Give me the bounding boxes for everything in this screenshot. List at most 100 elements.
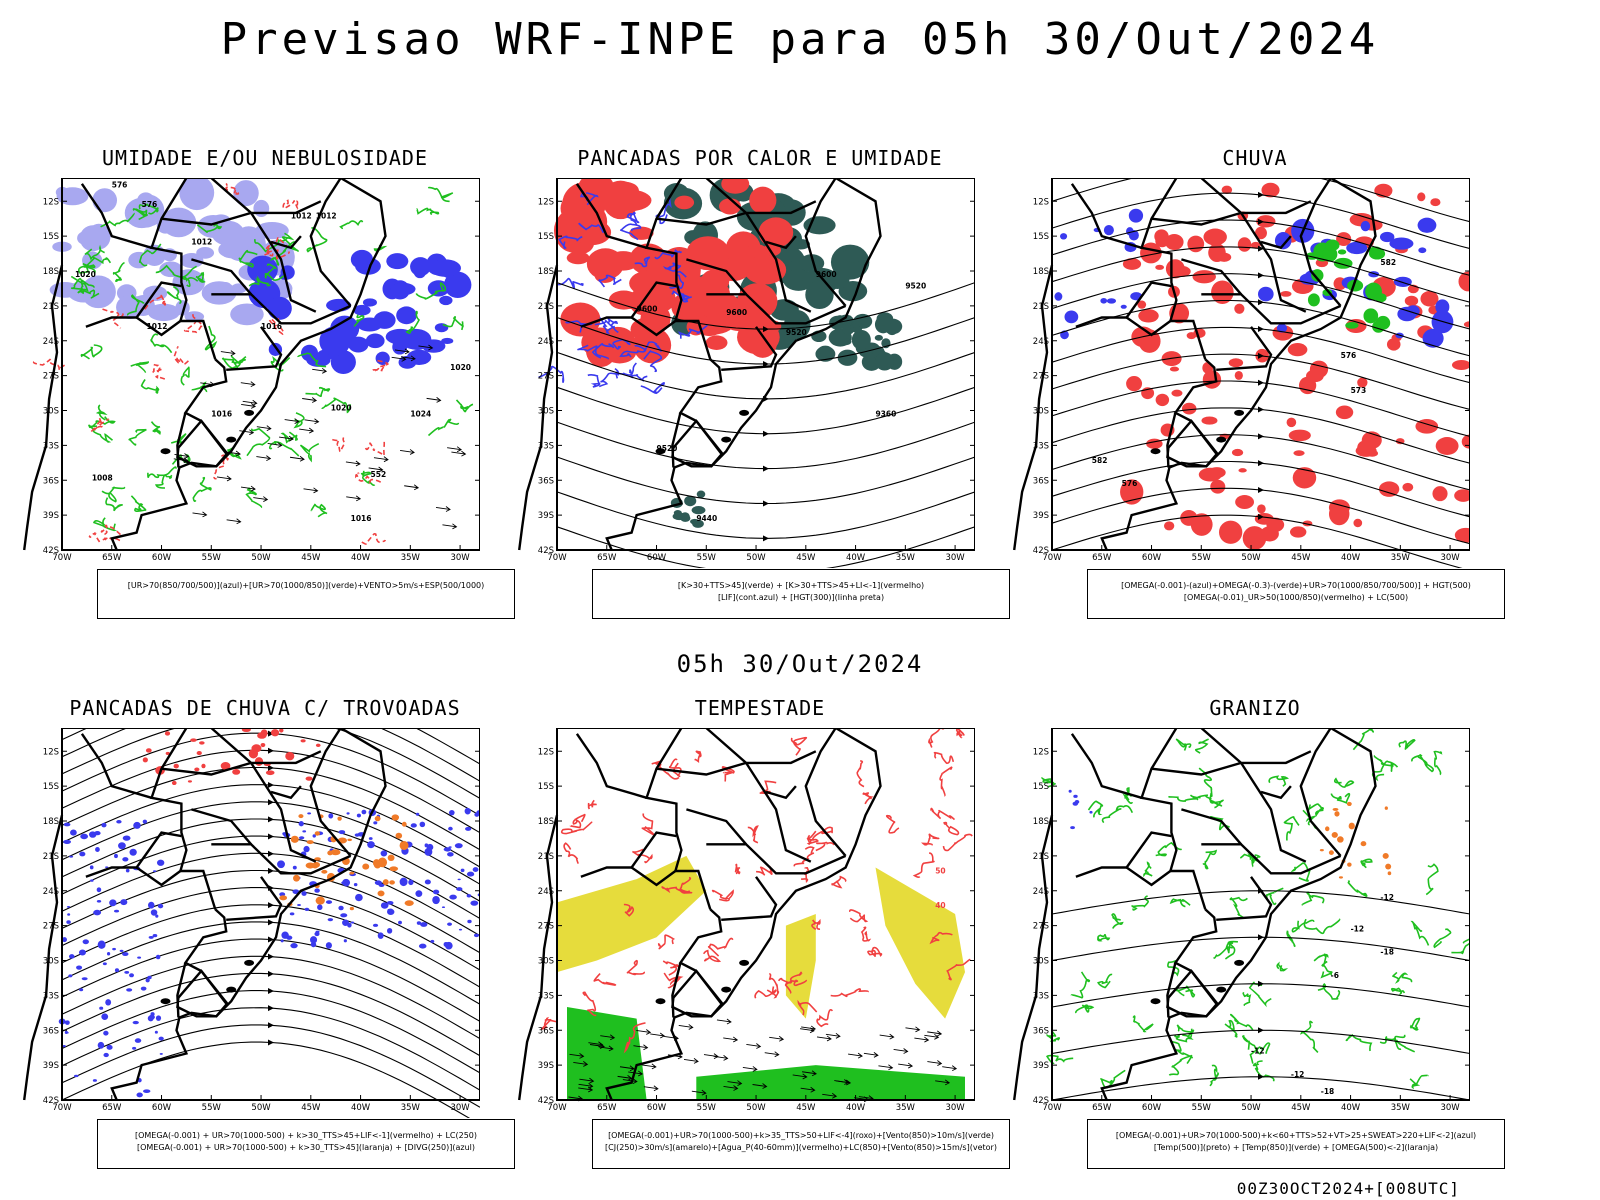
humidity-high-area: [161, 207, 197, 238]
lat-tick-label: 15S: [538, 782, 554, 792]
wind-vector: [619, 1065, 635, 1072]
convective-red-area: [588, 186, 613, 210]
thunderstorm-orange-spot: [321, 869, 328, 874]
rain-red-area: [1169, 366, 1180, 372]
temp850-contour: [1155, 841, 1182, 857]
divergence-blue-spot: [346, 922, 350, 924]
country-border: [580, 866, 632, 878]
hgt300-contour: [556, 456, 975, 505]
country-border: [183, 908, 228, 1005]
precipitable-water-contour: [663, 972, 684, 989]
temp850-contour: [1283, 816, 1300, 841]
wind-vector: [256, 425, 272, 432]
plot-frame: [556, 728, 975, 1101]
lon-tick-label: 45W: [1291, 553, 1311, 563]
divergence-blue-spot: [302, 830, 307, 833]
divergence-blue-spot: [341, 881, 346, 885]
thunderstorm-orange-spot: [279, 895, 288, 901]
lon-tick-label: 35W: [1391, 1103, 1411, 1113]
divergence-blue-spot: [443, 941, 449, 947]
west-coastline: [1013, 814, 1054, 1101]
omega500-orange-spot: [1387, 871, 1392, 876]
low-humidity-contour: [130, 361, 150, 373]
country-border: [706, 843, 847, 875]
precipitable-water-contour: [942, 833, 973, 852]
temp850-contour: [1046, 1031, 1061, 1042]
lat-tick-label: 15S: [1033, 232, 1049, 242]
wind-vector: [802, 1070, 817, 1077]
coastline-layer: [23, 728, 387, 1101]
lat-tick-label: 24S: [43, 337, 59, 347]
rain-red-area: [1154, 229, 1169, 244]
rain-red-area: [1201, 416, 1218, 425]
precipitable-water-contour: [711, 889, 734, 902]
thunderstorm-red-spot: [190, 738, 197, 742]
east-coastline: [110, 178, 387, 551]
precipitable-water-contour: [815, 841, 835, 852]
lon-tick-label: 70W: [1042, 553, 1062, 563]
divergence-blue-spot: [290, 943, 298, 949]
rain-red-area: [1186, 332, 1197, 340]
country-border: [745, 762, 812, 863]
temp850-contour: [1070, 971, 1091, 999]
rain-green-area: [1337, 249, 1347, 255]
rain-red-area: [1451, 360, 1470, 370]
low-humidity-contour: [101, 486, 126, 503]
humidity-mid-area: [444, 271, 472, 299]
lat-tick-label: 24S: [1033, 887, 1049, 897]
lat-tick-label: 18S: [1033, 267, 1049, 277]
wind-vector: [641, 1063, 657, 1070]
wind-vector: [418, 344, 434, 351]
wind-vector: [848, 1052, 863, 1059]
humidity-mid-area: [441, 337, 454, 345]
country-border: [191, 808, 253, 846]
humidity-mid-area: [386, 253, 409, 270]
temp850-contour: [1347, 880, 1368, 898]
country-border: [630, 316, 677, 337]
divergence-blue-spot: [312, 834, 316, 838]
temp850-contour: [1229, 1013, 1254, 1031]
divergence-blue-spot: [342, 878, 351, 887]
lat-tick-label: 24S: [538, 337, 554, 347]
rain-blue-area: [1417, 217, 1437, 233]
lake-mark: [655, 998, 666, 1005]
precipitable-water-contour: [582, 991, 597, 1017]
precipitable-water-contour: [912, 852, 935, 878]
lat-tick-label: 30S: [43, 957, 59, 967]
rain-red-area: [1328, 502, 1350, 526]
divergence-blue-spot: [386, 927, 393, 934]
wind-vector: [905, 1026, 921, 1033]
thunderstorm-orange-spot: [382, 879, 389, 886]
lat-tick-label: 12S: [1033, 747, 1049, 757]
thunderstorm-orange-spot: [401, 821, 407, 827]
low-humidity-contour: [427, 186, 454, 203]
lon-tick-label: 65W: [1092, 1103, 1112, 1113]
wind-vector: [312, 367, 328, 374]
coastline-layer: [1013, 728, 1377, 1101]
divergence-blue-spot: [62, 937, 67, 943]
contour-label: 1016: [211, 409, 232, 418]
temp850-contour: [1209, 1064, 1220, 1087]
wind-vector: [691, 1089, 707, 1096]
divergence-blue-spot: [66, 906, 71, 908]
lake-mark: [160, 448, 171, 455]
rain-red-area: [1435, 437, 1459, 455]
field-layer: 9600 9600 9600 9520 9520 9360 9520 9440: [538, 178, 975, 568]
wind-vector: [242, 399, 258, 406]
divergence-blue-spot: [327, 918, 334, 922]
main-title: Previsao WRF-INPE para 05h 30/Out/2024: [220, 14, 1380, 65]
rain-red-area: [1454, 527, 1470, 543]
lat-tick-label: 15S: [538, 232, 554, 242]
streamline-arrow: [1258, 218, 1264, 225]
lake-mark: [1150, 998, 1161, 1005]
convective-green-area: [840, 249, 866, 263]
rain-green-area: [1307, 293, 1320, 307]
precipitable-water-contour: [790, 736, 808, 756]
divergence-blue-spot: [289, 912, 295, 916]
temp850-contour: [1301, 891, 1325, 906]
temp500-contour: [1051, 890, 1470, 915]
divergence-blue-spot: [96, 887, 102, 893]
wind-vector: [723, 1085, 739, 1091]
thunderstorm-orange-spot: [377, 857, 388, 868]
